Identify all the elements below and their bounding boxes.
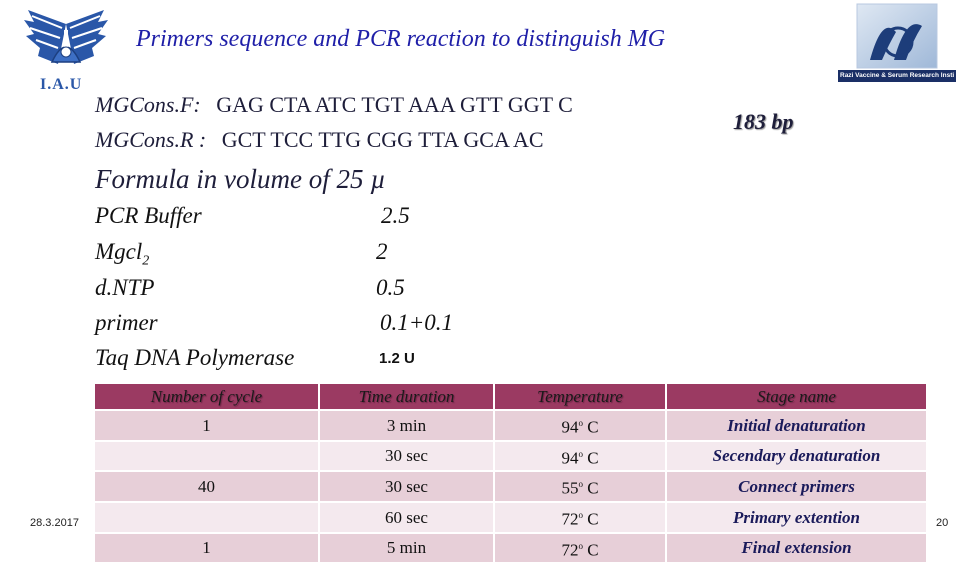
logo-label: I.A.U	[40, 76, 83, 93]
cell-temperature: 55o C	[493, 470, 667, 503]
table-header-row: Number of cycle Time duration Temperatur…	[93, 382, 928, 411]
cell-time: 30 sec	[318, 439, 495, 473]
cell-stage: Primary extention	[665, 500, 928, 534]
cell-stage: Initial denaturation	[665, 409, 928, 442]
table-row: 60 sec 72o C Primary extention	[93, 500, 928, 534]
slide-title: Primers sequence and PCR reaction to dis…	[136, 26, 666, 52]
cell-temperature: 94o C	[493, 439, 667, 473]
cell-cycle	[93, 500, 320, 534]
temp-unit: C	[587, 540, 599, 560]
ingredient-amount: 2	[376, 239, 388, 264]
table-row: 1 5 min 72o C Final extension	[93, 531, 928, 564]
temp-value: 94	[561, 448, 579, 468]
pcr-program-table: Number of cycle Time duration Temperatur…	[93, 382, 928, 564]
cell-temperature: 94o C	[493, 409, 667, 442]
product-size: 183 bp	[733, 109, 794, 134]
ingredient-name: PCR Buffer	[95, 203, 202, 228]
degree-mark: o	[578, 418, 583, 428]
ingredient-amount: 1.2 U	[379, 350, 415, 367]
ingredient-subscript: 2	[142, 253, 150, 269]
temp-value: 94	[561, 417, 579, 437]
temp-value: 55	[561, 478, 579, 498]
temp-value: 72	[561, 540, 579, 560]
table-row: 1 3 min 94o C Initial denaturation	[93, 409, 928, 442]
cell-time: 5 min	[318, 531, 495, 564]
primer-forward-sequence: GAG CTA ATC TGT AAA GTT GGT C	[216, 92, 573, 117]
temp-unit: C	[587, 417, 599, 437]
ingredient-amount: 2.5	[381, 203, 410, 228]
formula-heading: Formula in volume of 25 µ	[95, 164, 386, 194]
cell-temperature: 72o C	[493, 531, 667, 564]
header-cycle: Number of cycle	[93, 382, 320, 411]
header-temperature: Temperature	[493, 382, 667, 411]
cell-cycle	[93, 439, 320, 473]
winged-emblem-icon	[24, 10, 108, 64]
primer-reverse-name: MGCons.R :	[95, 127, 207, 152]
ingredient-amount: 0.1+0.1	[380, 310, 454, 335]
cell-cycle: 1	[93, 409, 320, 442]
header-time: Time duration	[318, 382, 495, 411]
primer-reverse: MGCons.R : GCT TCC TTG CGG TTA GCA AC	[95, 127, 544, 153]
temp-unit: C	[587, 478, 599, 498]
temp-unit: C	[587, 509, 599, 529]
header-stage: Stage name	[665, 382, 928, 411]
ingredient-name: d.NTP	[95, 275, 155, 300]
slide-number: 20	[936, 517, 949, 529]
cell-cycle: 40	[93, 470, 320, 503]
institute-name: Razi Vaccine & Serum Research Institute	[840, 72, 954, 79]
degree-mark: o	[578, 540, 583, 551]
degree-mark: o	[578, 479, 583, 490]
temp-value: 72	[561, 509, 579, 529]
slide-date: 28.3.2017	[30, 517, 79, 529]
ingredient-name-text: Mgcl	[95, 239, 143, 264]
institute-emblem-icon	[838, 3, 956, 82]
temp-unit: C	[587, 448, 599, 468]
degree-mark: o	[578, 509, 583, 520]
degree-mark: o	[578, 448, 583, 459]
cell-time: 3 min	[318, 409, 495, 442]
table-row: 30 sec 94o C Secendary denaturation	[93, 439, 928, 473]
primer-forward-name: MGCons.F:	[95, 92, 201, 117]
cell-time: 30 sec	[318, 470, 495, 503]
cell-stage: Secendary denaturation	[665, 439, 928, 473]
ingredient-amount: 0.5	[376, 275, 405, 300]
institute-logo: Razi Vaccine & Serum Research Institute	[838, 2, 956, 86]
primer-reverse-sequence: GCT TCC TTG CGG TTA GCA AC	[221, 127, 544, 152]
cell-temperature: 72o C	[493, 500, 667, 534]
ingredient-name: Mgcl2	[95, 239, 149, 270]
cell-cycle: 1	[93, 531, 320, 564]
primer-forward: MGCons.F: GAG CTA ATC TGT AAA GTT GGT C	[95, 92, 573, 118]
cell-time: 60 sec	[318, 500, 495, 534]
table-row: 40 30 sec 55o C Connect primers	[93, 470, 928, 503]
university-logo: I.A.U	[18, 4, 114, 96]
cell-stage: Final extension	[665, 531, 928, 564]
cell-stage: Connect primers	[665, 470, 928, 503]
ingredient-name: primer	[95, 310, 158, 335]
ingredient-name: Taq DNA Polymerase	[95, 345, 295, 370]
